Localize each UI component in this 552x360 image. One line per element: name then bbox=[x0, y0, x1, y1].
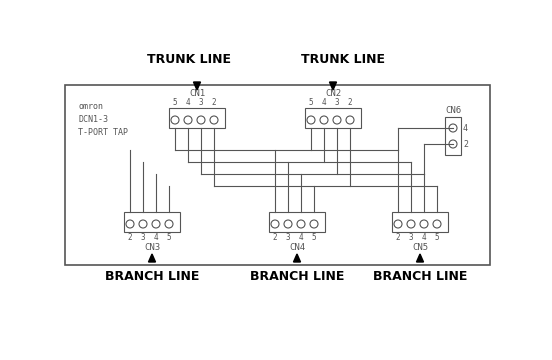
Text: 3: 3 bbox=[408, 233, 413, 242]
Bar bbox=[169, 108, 225, 128]
Circle shape bbox=[394, 220, 402, 228]
Circle shape bbox=[407, 220, 415, 228]
Text: 2: 2 bbox=[348, 98, 352, 107]
Text: TRUNK LINE: TRUNK LINE bbox=[301, 53, 385, 66]
Text: 4: 4 bbox=[153, 233, 158, 242]
Circle shape bbox=[284, 220, 292, 228]
Circle shape bbox=[210, 116, 218, 124]
Circle shape bbox=[297, 220, 305, 228]
Circle shape bbox=[165, 220, 173, 228]
Text: 4: 4 bbox=[422, 233, 426, 242]
Circle shape bbox=[271, 220, 279, 228]
Text: 4: 4 bbox=[322, 98, 326, 107]
Polygon shape bbox=[194, 82, 200, 90]
Text: 5: 5 bbox=[309, 98, 314, 107]
Text: 3: 3 bbox=[335, 98, 339, 107]
Circle shape bbox=[310, 220, 318, 228]
Polygon shape bbox=[294, 254, 300, 262]
Text: 2: 2 bbox=[128, 233, 132, 242]
Text: 2: 2 bbox=[396, 233, 400, 242]
Text: CN4: CN4 bbox=[289, 243, 305, 252]
Circle shape bbox=[449, 124, 457, 132]
Text: CN1: CN1 bbox=[189, 89, 205, 98]
Text: CN5: CN5 bbox=[412, 243, 428, 252]
Circle shape bbox=[320, 116, 328, 124]
Circle shape bbox=[420, 220, 428, 228]
Circle shape bbox=[152, 220, 160, 228]
Text: CN6: CN6 bbox=[445, 106, 461, 115]
Polygon shape bbox=[148, 254, 156, 262]
Text: 5: 5 bbox=[312, 233, 316, 242]
Text: 4: 4 bbox=[299, 233, 303, 242]
Text: CN2: CN2 bbox=[325, 89, 341, 98]
Circle shape bbox=[171, 116, 179, 124]
Circle shape bbox=[139, 220, 147, 228]
Polygon shape bbox=[330, 82, 337, 90]
Text: 4: 4 bbox=[185, 98, 190, 107]
Bar bbox=[445, 117, 461, 155]
Bar bbox=[65, 85, 490, 265]
Circle shape bbox=[307, 116, 315, 124]
Bar bbox=[124, 212, 180, 232]
Circle shape bbox=[184, 116, 192, 124]
Text: 2: 2 bbox=[211, 98, 216, 107]
Bar bbox=[305, 108, 361, 128]
Text: 3: 3 bbox=[141, 233, 145, 242]
Circle shape bbox=[449, 140, 457, 148]
Text: 5: 5 bbox=[173, 98, 177, 107]
Circle shape bbox=[126, 220, 134, 228]
Circle shape bbox=[346, 116, 354, 124]
Polygon shape bbox=[417, 254, 423, 262]
Circle shape bbox=[433, 220, 441, 228]
Text: BRANCH LINE: BRANCH LINE bbox=[373, 270, 467, 283]
Text: 2: 2 bbox=[463, 140, 468, 149]
Text: 4: 4 bbox=[463, 123, 468, 132]
Text: 3: 3 bbox=[199, 98, 203, 107]
Text: CN3: CN3 bbox=[144, 243, 160, 252]
Text: omron
DCN1-3
T-PORT TAP: omron DCN1-3 T-PORT TAP bbox=[78, 102, 128, 138]
Circle shape bbox=[333, 116, 341, 124]
Bar bbox=[269, 212, 325, 232]
Circle shape bbox=[197, 116, 205, 124]
Text: BRANCH LINE: BRANCH LINE bbox=[105, 270, 199, 283]
Text: 5: 5 bbox=[434, 233, 439, 242]
Bar bbox=[392, 212, 448, 232]
Text: 2: 2 bbox=[273, 233, 277, 242]
Text: TRUNK LINE: TRUNK LINE bbox=[147, 53, 231, 66]
Text: 3: 3 bbox=[286, 233, 290, 242]
Text: 5: 5 bbox=[167, 233, 171, 242]
Text: BRANCH LINE: BRANCH LINE bbox=[250, 270, 344, 283]
